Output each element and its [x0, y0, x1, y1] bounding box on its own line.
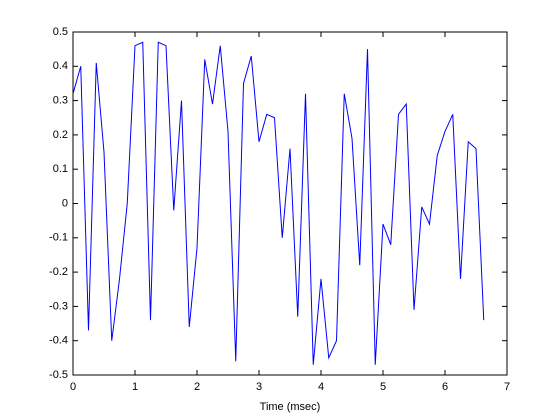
y-tick-label: -0.3 — [49, 300, 68, 312]
x-tick-label: 1 — [132, 381, 138, 393]
y-tick-label: -0.1 — [49, 232, 68, 244]
y-tick-label: -0.5 — [49, 369, 68, 381]
x-tick-label: 6 — [442, 381, 448, 393]
y-tick-label: 0.4 — [53, 60, 68, 72]
x-tick-label: 2 — [194, 381, 200, 393]
x-tick-label: 3 — [256, 381, 262, 393]
y-tick-label: -0.2 — [49, 266, 68, 278]
axes-box — [72, 31, 508, 376]
y-tick-label: 0.5 — [53, 26, 68, 38]
y-tick-label: 0 — [62, 197, 68, 209]
y-tick-label: 0.2 — [53, 129, 68, 141]
y-tick-label: 0.3 — [53, 95, 68, 107]
x-tick-label: 7 — [504, 381, 510, 393]
x-tick-label: 4 — [318, 381, 324, 393]
data-line — [72, 41, 485, 365]
x-tick-label: 0 — [70, 381, 76, 393]
y-tick-label: -0.4 — [49, 335, 68, 347]
x-tick-label: 5 — [380, 381, 386, 393]
y-tick-label: 0.1 — [53, 163, 68, 175]
x-axis-label: Time (msec) — [260, 401, 321, 413]
